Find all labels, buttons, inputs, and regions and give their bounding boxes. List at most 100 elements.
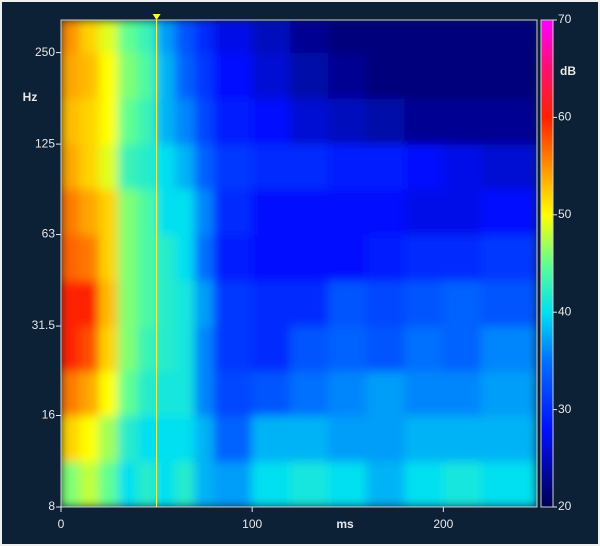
heat-cell xyxy=(194,279,215,327)
heat-cell xyxy=(61,188,81,236)
heat-cell xyxy=(194,325,215,372)
heat-cell xyxy=(481,325,537,372)
heat-cell xyxy=(61,97,81,145)
heat-cell xyxy=(213,52,253,99)
heat-cell xyxy=(136,188,158,236)
heat-cell xyxy=(328,370,368,416)
colorbar-tick-label: 70 xyxy=(558,12,572,26)
heat-cell xyxy=(251,52,291,99)
heat-cell xyxy=(213,279,253,327)
heat-cell xyxy=(194,52,215,99)
heat-cell xyxy=(156,414,177,462)
heat-cell xyxy=(213,370,253,416)
heat-cell xyxy=(175,20,196,54)
y-tick-label: 250 xyxy=(35,45,55,59)
heat-cell xyxy=(328,143,368,190)
heat-cell xyxy=(136,279,158,327)
heat-cell xyxy=(289,414,330,462)
heat-cell xyxy=(117,52,138,99)
heat-cell xyxy=(442,143,483,190)
heat-cell xyxy=(404,52,444,99)
heat-cell xyxy=(328,188,368,236)
heat-cell xyxy=(98,188,119,236)
heat-cell xyxy=(251,370,291,416)
heat-cell xyxy=(404,460,444,507)
heat-cell xyxy=(328,460,368,507)
heat-cell xyxy=(289,279,330,327)
heat-cell xyxy=(117,370,138,416)
heat-cell xyxy=(98,20,119,54)
heat-cell xyxy=(366,20,406,54)
heat-cell xyxy=(98,234,119,281)
heat-cell xyxy=(156,460,177,507)
heat-cell xyxy=(98,325,119,372)
heat-cell xyxy=(404,414,444,462)
heat-cell xyxy=(289,97,330,145)
heat-cell xyxy=(117,234,138,281)
heat-cell xyxy=(404,188,444,236)
heat-cell xyxy=(328,52,368,99)
heat-cell xyxy=(289,20,330,54)
heat-cell xyxy=(442,414,483,462)
heat-cell xyxy=(175,143,196,190)
heat-cell xyxy=(175,460,196,507)
heat-cell xyxy=(251,325,291,372)
heat-cell xyxy=(442,234,483,281)
heat-cell xyxy=(404,234,444,281)
heat-cell xyxy=(136,20,158,54)
heat-cell xyxy=(481,143,537,190)
heat-cell xyxy=(251,20,291,54)
heat-cell xyxy=(251,414,291,462)
heat-cell xyxy=(366,414,406,462)
heat-cell xyxy=(98,52,119,99)
heat-cell xyxy=(79,414,100,462)
heat-cell xyxy=(251,460,291,507)
heat-cell xyxy=(117,188,138,236)
heat-cell xyxy=(194,97,215,145)
colorbar-tick-label: 60 xyxy=(558,110,572,124)
heat-cell xyxy=(156,325,177,372)
heat-cell xyxy=(175,52,196,99)
heat-cell xyxy=(98,370,119,416)
heat-cell xyxy=(366,279,406,327)
heat-cell xyxy=(79,234,100,281)
heat-cell xyxy=(366,234,406,281)
heat-cell xyxy=(61,460,81,507)
heat-cell xyxy=(289,460,330,507)
heat-cell xyxy=(289,325,330,372)
colorbar-label: dB xyxy=(560,64,576,78)
heat-cell xyxy=(175,97,196,145)
heat-cell xyxy=(442,97,483,145)
heat-cell xyxy=(79,460,100,507)
heat-cell xyxy=(366,143,406,190)
y-tick-label: 63 xyxy=(42,227,56,241)
heat-cell xyxy=(79,143,100,190)
heat-cell xyxy=(98,460,119,507)
heat-cell xyxy=(117,460,138,507)
heat-cell xyxy=(481,97,537,145)
heat-cell xyxy=(117,279,138,327)
y-tick-label: 31.5 xyxy=(32,318,56,332)
heat-cell xyxy=(442,52,483,99)
colorbar xyxy=(540,19,554,508)
heat-cell xyxy=(175,188,196,236)
heat-cell xyxy=(61,143,81,190)
heat-cell xyxy=(194,20,215,54)
heat-cell xyxy=(366,52,406,99)
y-tick-label: 125 xyxy=(35,136,55,150)
heat-cell xyxy=(442,188,483,236)
heat-cell xyxy=(213,143,253,190)
heat-cell xyxy=(481,52,537,99)
heat-cell xyxy=(442,370,483,416)
heat-cell xyxy=(404,325,444,372)
heat-cell xyxy=(175,279,196,327)
heat-cell xyxy=(404,279,444,327)
x-tick-label: 200 xyxy=(433,517,453,531)
heat-cell xyxy=(156,234,177,281)
heat-cell xyxy=(61,325,81,372)
heat-cell xyxy=(98,97,119,145)
y-axis-label: Hz xyxy=(23,90,38,104)
heat-cell xyxy=(213,188,253,236)
